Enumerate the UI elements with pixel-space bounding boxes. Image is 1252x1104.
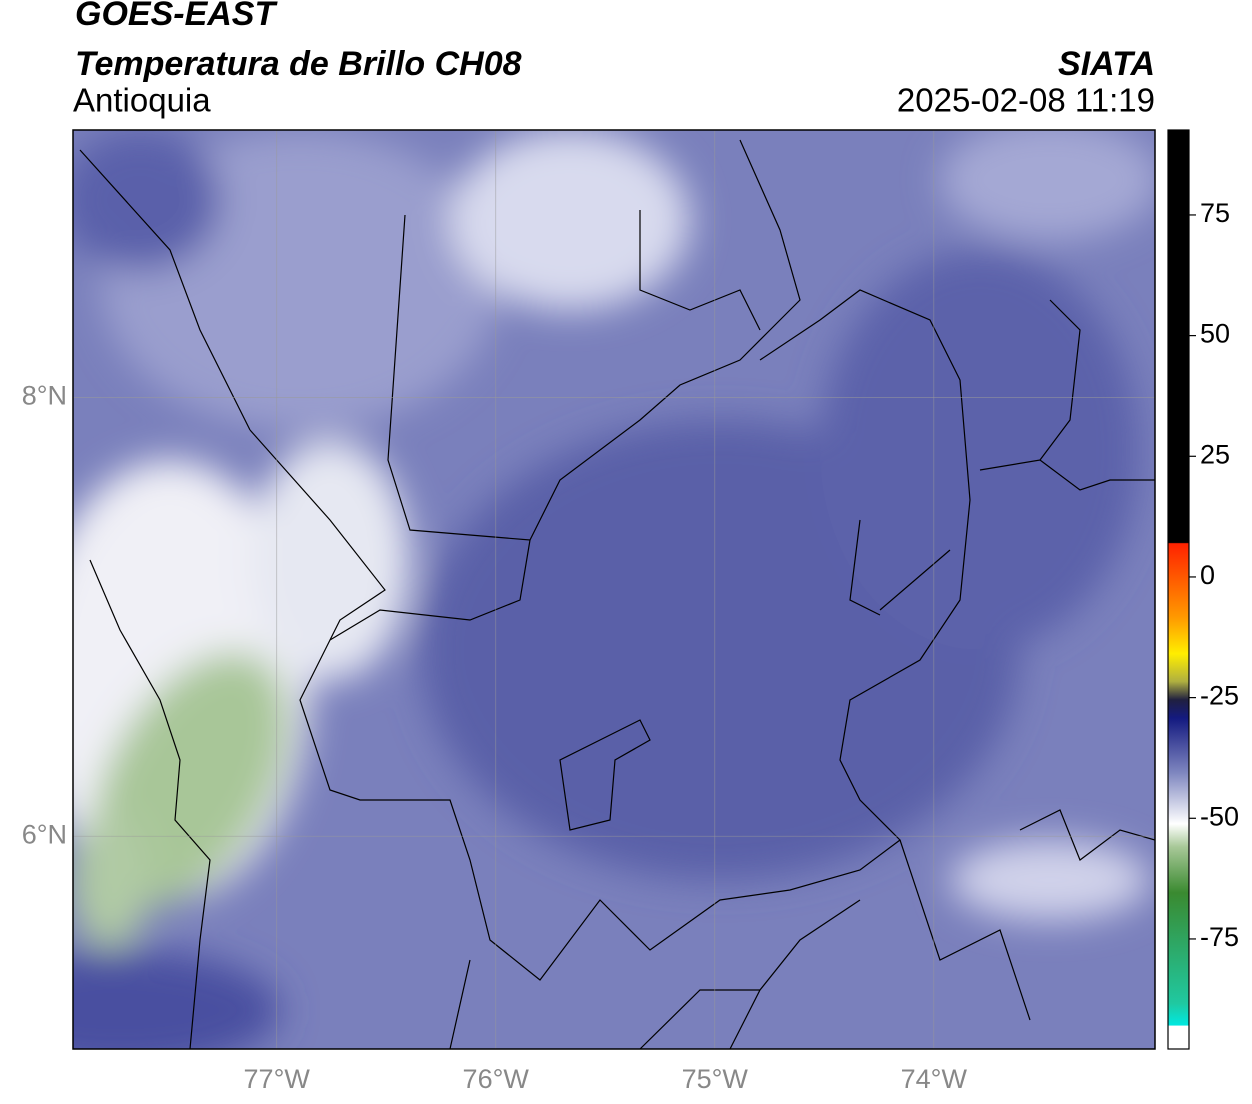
colorbar-tick-label: -75 <box>1200 922 1239 952</box>
satellite-image <box>73 130 1155 1049</box>
source: SIATA <box>1058 45 1155 83</box>
graticule <box>73 130 1155 1049</box>
colorbar-tick-label: 75 <box>1200 198 1230 228</box>
x-tick-label: 77°W <box>244 1064 311 1094</box>
colorbar-tick-label: 25 <box>1200 439 1230 469</box>
y-tick-label: 6°N <box>22 819 67 849</box>
colorbar-tick-label: 50 <box>1200 319 1230 349</box>
title: GOES-EAST <box>75 0 278 33</box>
map-frame <box>72 129 1156 1050</box>
x-tick-label: 74°W <box>901 1064 968 1094</box>
datetime: 2025-02-08 11:19 <box>897 82 1155 119</box>
colorbar-tick-label: -25 <box>1200 681 1239 711</box>
subtitle: Temperatura de Brillo CH08 <box>75 45 522 83</box>
x-tick-label: 75°W <box>682 1064 749 1094</box>
colorbar <box>1167 129 1190 1050</box>
region: Antioquia <box>73 82 211 119</box>
colorbar-tick-label: 0 <box>1200 560 1215 590</box>
colorbar-tick-label: -50 <box>1200 801 1239 831</box>
x-tick-label: 76°W <box>463 1064 530 1094</box>
y-tick-label: 8°N <box>22 381 67 411</box>
header: GOES-EAST Temperatura de Brillo CH08 Ant… <box>73 0 1155 119</box>
